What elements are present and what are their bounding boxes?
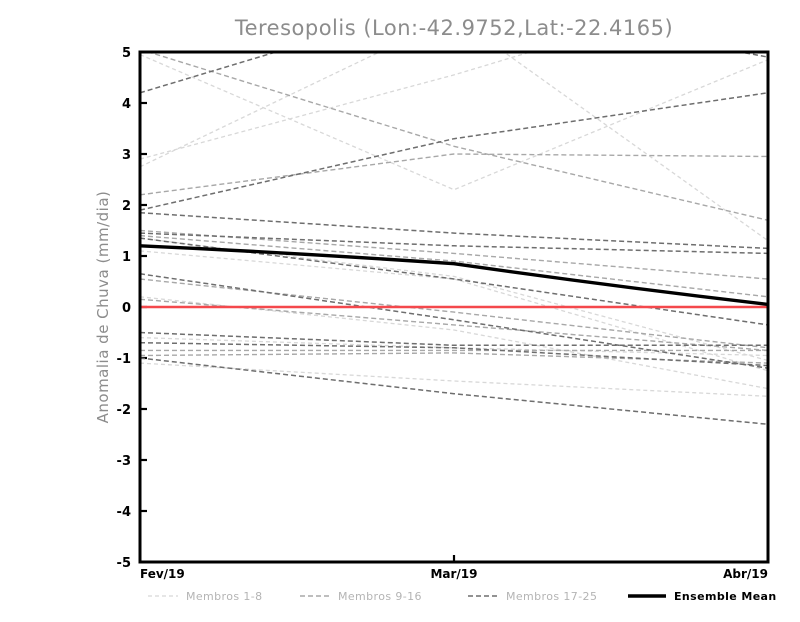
x-axis-ticks: Fev/19 Mar/19 Abr/19 <box>138 555 770 581</box>
plot-series-group <box>140 52 768 426</box>
member-line <box>140 357 768 426</box>
y-tick-label: -3 <box>117 454 131 469</box>
member-line <box>140 52 768 242</box>
y-tick-label: -5 <box>117 556 131 571</box>
y-axis-label: Anomalia de Chuva (mm/dia) <box>94 191 112 424</box>
y-tick-label: -1 <box>117 352 131 367</box>
member-line <box>140 234 768 298</box>
legend-label: Membros 1-8 <box>186 590 263 603</box>
chart-legend: Membros 1-8 Membros 9-16 Membros 17-25 Ense… <box>148 590 777 603</box>
y-axis-ticks: 5 4 3 2 1 0 -1 -2 -3 -4 -5 <box>117 46 147 571</box>
member-line <box>146 52 768 221</box>
y-tick-label: 2 <box>122 199 131 214</box>
member-line <box>140 229 768 280</box>
member-line <box>140 341 768 367</box>
member-line <box>140 278 768 349</box>
member-line <box>140 331 768 347</box>
member-line <box>140 54 768 191</box>
x-tick-label: Fev/19 <box>140 567 185 581</box>
legend-label: Membros 17-25 <box>506 590 597 603</box>
member-line <box>140 211 768 250</box>
y-tick-label: -2 <box>117 403 131 418</box>
x-tick-label: Mar/19 <box>430 567 477 581</box>
ensemble-mean-line <box>140 244 768 307</box>
y-tick-label: 5 <box>122 46 131 61</box>
member-line <box>140 52 533 160</box>
y-tick-label: -4 <box>117 505 131 520</box>
legend-label: Membros 9-16 <box>338 590 422 603</box>
y-tick-label: 3 <box>122 148 131 163</box>
member-line <box>140 92 768 211</box>
y-tick-label: 0 <box>122 301 131 316</box>
page-title: Teresopolis (Lon:-42.9752,Lat:-22.4165) <box>234 16 673 40</box>
legend-label: Ensemble Mean <box>674 590 777 603</box>
member-line <box>140 232 768 255</box>
member-line <box>140 153 768 196</box>
member-lines-group <box>140 52 768 426</box>
y-tick-label: 1 <box>122 250 131 265</box>
x-tick-label: Abr/19 <box>723 567 768 581</box>
plot-frame <box>138 50 770 564</box>
member-line <box>140 273 768 369</box>
y-tick-label: 4 <box>122 97 131 112</box>
